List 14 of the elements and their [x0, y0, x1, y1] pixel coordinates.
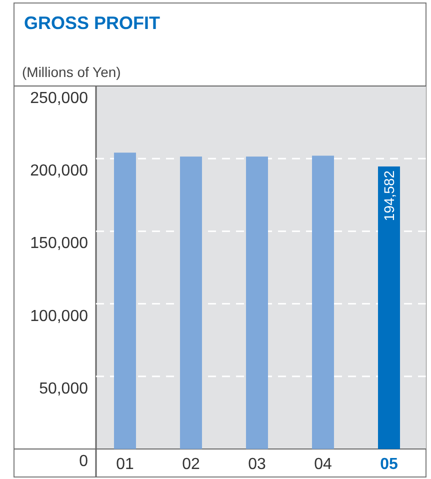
x-tick-label: 03 — [248, 456, 266, 473]
y-tick-label: 250,000 — [30, 90, 88, 107]
chart-title: GROSS PROFIT — [24, 13, 160, 33]
y-tick-label: 0 — [79, 453, 88, 470]
y-tick-label: 50,000 — [39, 380, 88, 398]
y-tick-label: 100,000 — [30, 308, 88, 325]
x-tick-label: 04 — [314, 456, 332, 473]
data-label: 194,582 — [381, 170, 397, 222]
y-tick-label: 150,000 — [30, 235, 88, 252]
y-tick-label: 200,000 — [30, 162, 88, 180]
x-tick-label: 02 — [182, 456, 200, 473]
x-tick-label: 05 — [380, 456, 398, 473]
y-axis-title: (Millions of Yen) — [22, 64, 121, 80]
x-tick-label: 01 — [116, 456, 134, 473]
